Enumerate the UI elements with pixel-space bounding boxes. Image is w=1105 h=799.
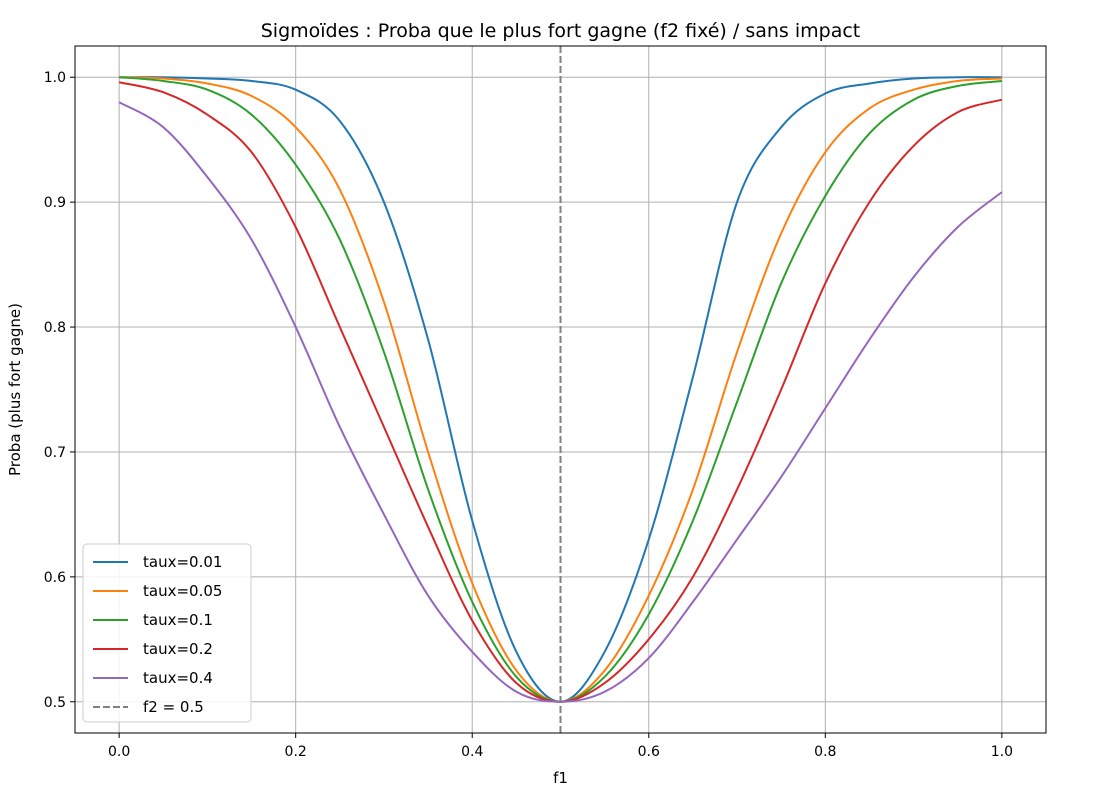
y-tick-label: 0.7 xyxy=(44,445,66,461)
legend-label: taux=0.05 xyxy=(143,582,222,600)
x-ticks: 0.0 0.2 0.4 0.6 0.8 1.0 xyxy=(108,733,1013,760)
chart-title: Sigmoïdes : Proba que le plus fort gagne… xyxy=(261,20,860,42)
legend-label: f2 = 0.5 xyxy=(143,698,204,716)
x-tick-label: 0.8 xyxy=(814,744,836,760)
x-tick-label: 0.2 xyxy=(285,744,307,760)
y-axis-label: Proba (plus fort gagne) xyxy=(6,303,24,476)
x-tick-label: 0.6 xyxy=(638,744,660,760)
y-tick-label: 0.9 xyxy=(44,195,66,211)
legend-label: taux=0.1 xyxy=(143,611,213,629)
legend-label: taux=0.4 xyxy=(143,669,213,687)
x-tick-label: 1.0 xyxy=(991,744,1013,760)
x-axis-label: f1 xyxy=(553,769,568,787)
x-tick-label: 0.4 xyxy=(461,744,483,760)
legend-label: taux=0.2 xyxy=(143,640,213,658)
plot-frame xyxy=(74,45,1047,734)
legend-label: taux=0.01 xyxy=(143,553,222,571)
y-tick-label: 0.6 xyxy=(44,570,66,586)
legend: taux=0.01 taux=0.05 taux=0.1 taux=0.2 taux=0… xyxy=(82,543,252,723)
y-tick-label: 0.8 xyxy=(44,320,66,336)
y-ticks: 0.5 0.6 0.7 0.8 0.9 1.0 xyxy=(44,70,75,711)
x-tick-label: 0.0 xyxy=(108,744,130,760)
y-tick-label: 1.0 xyxy=(44,70,66,86)
y-tick-label: 0.5 xyxy=(44,695,66,711)
series-line-taux=0.4 xyxy=(118,101,1003,703)
